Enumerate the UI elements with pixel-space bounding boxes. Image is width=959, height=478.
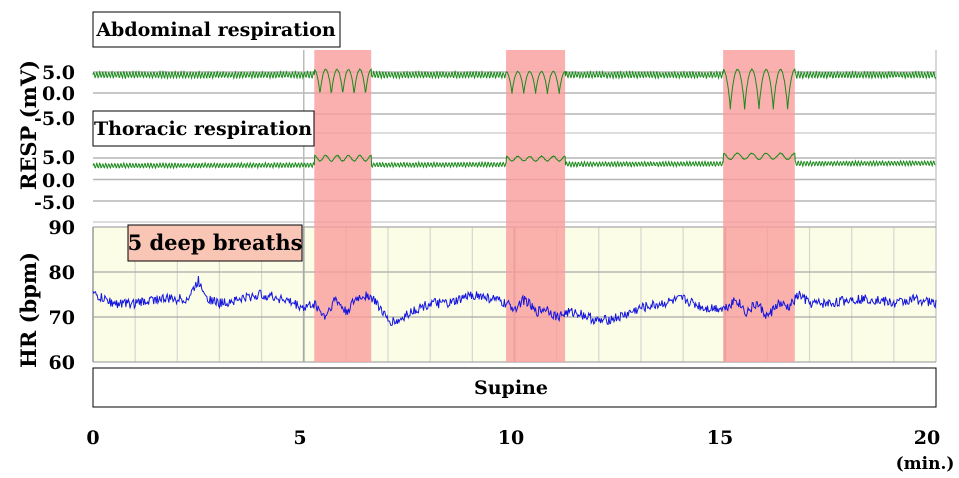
x-axis-label: (min.) — [896, 454, 955, 474]
abd-ytick: 0.0 — [42, 83, 75, 105]
posture-label: Supine — [474, 377, 548, 399]
x-tick: 5 — [293, 427, 306, 449]
series-lines — [92, 67, 937, 326]
resp-ylabel: RESP (mV) — [16, 60, 41, 190]
abd-ytick: -5.0 — [34, 108, 75, 130]
abdominal-title: Abdominal respiration — [95, 19, 336, 41]
tho-ytick: 5.0 — [42, 147, 75, 169]
hr-ytick: 70 — [49, 307, 75, 329]
hr-ytick: 80 — [49, 262, 75, 284]
posture-box: Supine — [92, 367, 937, 408]
x-tick: 0 — [86, 427, 99, 449]
hr-line — [92, 276, 937, 326]
tho-ytick: -5.0 — [34, 192, 75, 214]
x-tick: 10 — [498, 427, 524, 449]
tho-ytick: 0.0 — [42, 170, 75, 192]
hr-ytick: 90 — [49, 217, 75, 239]
thoracic-title: Thoracic respiration — [94, 118, 312, 140]
deep-breaths-legend: 5 deep breaths — [128, 230, 303, 255]
deep-breath-highlight — [506, 50, 566, 362]
x-tick: 15 — [707, 427, 733, 449]
hr-ytick: 60 — [49, 352, 75, 374]
deep-breath-highlight — [723, 50, 795, 362]
deep-breath-highlight — [314, 50, 372, 362]
abdominal-resp-line — [92, 67, 937, 110]
thoracic-title-box: Thoracic respiration — [92, 110, 315, 147]
abdominal-title-box: Abdominal respiration — [92, 11, 341, 48]
abd-ytick: 5.0 — [42, 62, 75, 84]
deep-breaths-legend-box: 5 deep breaths — [127, 224, 303, 262]
x-tick: 20 — [914, 427, 940, 449]
hr-ylabel: HR (bpm) — [16, 252, 41, 368]
thoracic-resp-line — [92, 152, 936, 170]
